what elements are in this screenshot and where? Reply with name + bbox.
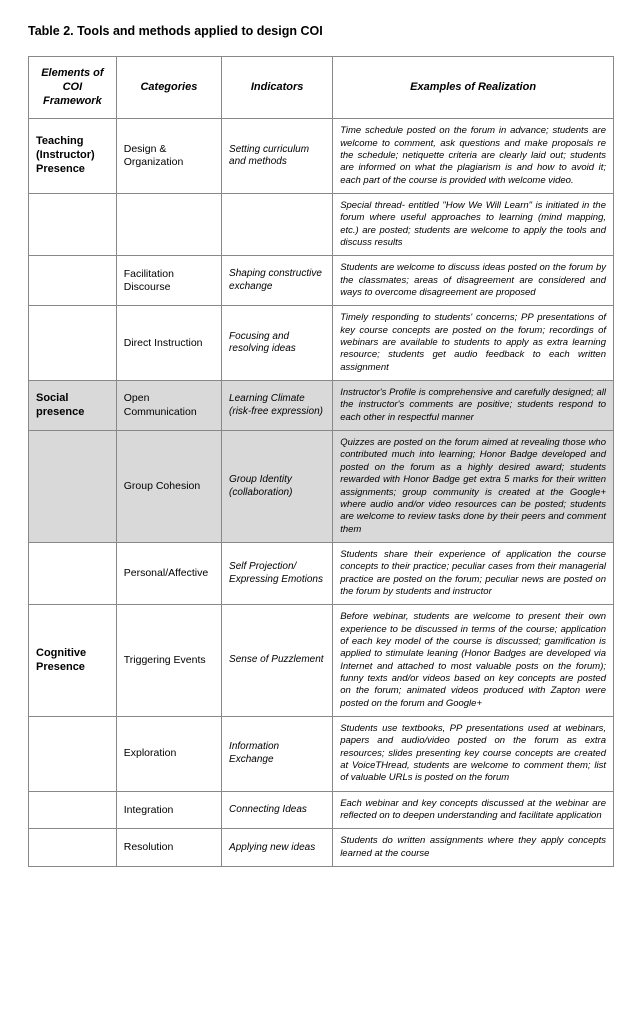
cell-element: Teaching (Instructor) Presence <box>29 119 117 194</box>
cell-element <box>29 306 117 381</box>
cell-element <box>29 193 117 255</box>
cell-indicator: Self Projection/ Expressing Emotions <box>222 542 333 604</box>
cell-example: Each webinar and key concepts discussed … <box>333 791 614 829</box>
cell-category: Integration <box>116 791 221 829</box>
cell-example: Before webinar, students are welcome to … <box>333 605 614 717</box>
table-row: Special thread- entitled "How We Will Le… <box>29 193 614 255</box>
table-row: ResolutionApplying new ideasStudents do … <box>29 829 614 867</box>
cell-example: Students share their experience of appli… <box>333 542 614 604</box>
table-row: ExplorationInformation ExchangeStudents … <box>29 717 614 792</box>
cell-element <box>29 542 117 604</box>
table-row: Personal/AffectiveSelf Projection/ Expre… <box>29 542 614 604</box>
cell-indicator: Learning Climate (risk-free expression) <box>222 381 333 431</box>
coi-table: Elements of COI Framework Categories Ind… <box>28 56 614 867</box>
table-row: Group CohesionGroup Identity (collaborat… <box>29 431 614 543</box>
cell-category: Triggering Events <box>116 605 221 717</box>
cell-element <box>29 431 117 543</box>
cell-indicator: Connecting Ideas <box>222 791 333 829</box>
cell-element <box>29 256 117 306</box>
header-elements: Elements of COI Framework <box>29 57 117 119</box>
cell-category: Facilitation Discourse <box>116 256 221 306</box>
cell-category: Exploration <box>116 717 221 792</box>
cell-indicator: Shaping constructive exchange <box>222 256 333 306</box>
header-indicators: Indicators <box>222 57 333 119</box>
table-title: Table 2. Tools and methods applied to de… <box>28 24 614 38</box>
cell-example: Timely responding to students' concerns;… <box>333 306 614 381</box>
cell-indicator: Applying new ideas <box>222 829 333 867</box>
cell-example: Special thread- entitled "How We Will Le… <box>333 193 614 255</box>
cell-indicator: Group Identity (collaboration) <box>222 431 333 543</box>
header-examples: Examples of Realization <box>333 57 614 119</box>
table-row: IntegrationConnecting IdeasEach webinar … <box>29 791 614 829</box>
cell-element <box>29 717 117 792</box>
header-categories: Categories <box>116 57 221 119</box>
cell-example: Students do written assignments where th… <box>333 829 614 867</box>
cell-category: Resolution <box>116 829 221 867</box>
cell-element: Social presence <box>29 381 117 431</box>
cell-indicator: Setting curriculum and methods <box>222 119 333 194</box>
cell-element <box>29 791 117 829</box>
cell-category: Direct Instruction <box>116 306 221 381</box>
cell-indicator <box>222 193 333 255</box>
cell-indicator: Sense of Puzzlement <box>222 605 333 717</box>
cell-example: Time schedule posted on the forum in adv… <box>333 119 614 194</box>
cell-indicator: Information Exchange <box>222 717 333 792</box>
table-row: Teaching (Instructor) PresenceDesign & O… <box>29 119 614 194</box>
cell-category: Design & Organization <box>116 119 221 194</box>
cell-example: Quizzes are posted on the forum aimed at… <box>333 431 614 543</box>
table-row: Facilitation DiscourseShaping constructi… <box>29 256 614 306</box>
cell-category: Group Cohesion <box>116 431 221 543</box>
cell-category <box>116 193 221 255</box>
table-row: Cognitive PresenceTriggering EventsSense… <box>29 605 614 717</box>
cell-example: Students use textbooks, PP presentations… <box>333 717 614 792</box>
cell-example: Students are welcome to discuss ideas po… <box>333 256 614 306</box>
header-row: Elements of COI Framework Categories Ind… <box>29 57 614 119</box>
table-row: Direct InstructionFocusing and resolving… <box>29 306 614 381</box>
cell-indicator: Focusing and resolving ideas <box>222 306 333 381</box>
cell-example: Instructor's Profile is comprehensive an… <box>333 381 614 431</box>
cell-element <box>29 829 117 867</box>
cell-category: Open Communication <box>116 381 221 431</box>
cell-category: Personal/Affective <box>116 542 221 604</box>
table-row: Social presenceOpen CommunicationLearnin… <box>29 381 614 431</box>
cell-element: Cognitive Presence <box>29 605 117 717</box>
